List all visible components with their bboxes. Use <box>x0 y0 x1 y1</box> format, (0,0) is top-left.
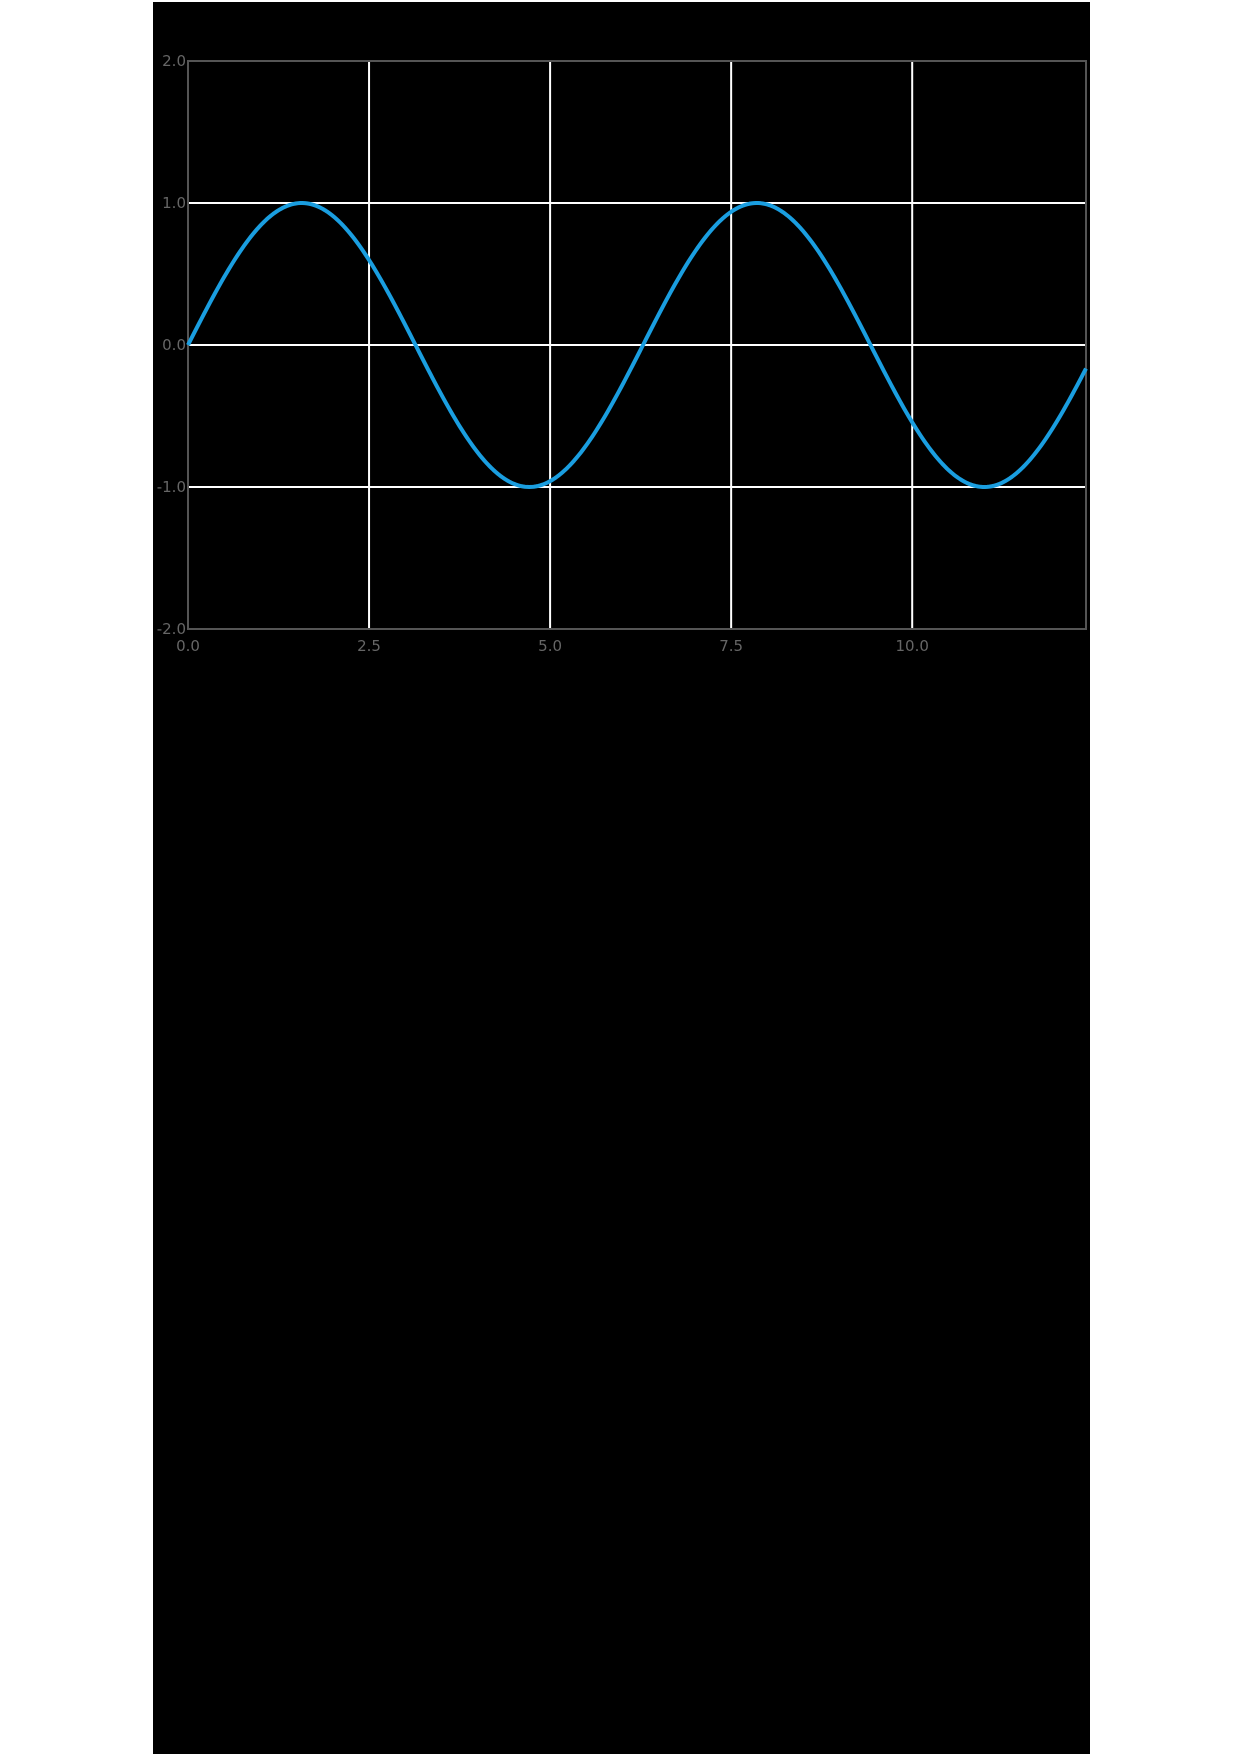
chart-panel: 0.0 2.5 5.0 7.5 10.0 2.0 1.0 0.0 -1.0 -2.0 <box>153 2 1090 1754</box>
x-tick-label: 10.0 <box>895 637 928 655</box>
series-layer <box>186 201 1088 489</box>
y-tick-label: 2.0 <box>162 52 186 70</box>
x-tick-label: 5.0 <box>538 637 562 655</box>
sine-line-chart: 0.0 2.5 5.0 7.5 10.0 2.0 1.0 0.0 -1.0 -2.0 <box>157 52 1088 655</box>
y-axis-tick-labels: 2.0 1.0 0.0 -1.0 -2.0 <box>157 52 186 638</box>
y-tick-label: -2.0 <box>157 620 186 638</box>
x-tick-label: 0.0 <box>176 637 200 655</box>
y-tick-label: 0.0 <box>162 336 186 354</box>
x-tick-label: 7.5 <box>719 637 743 655</box>
sine-series-line <box>186 201 1088 489</box>
y-tick-label: -1.0 <box>157 478 186 496</box>
x-tick-label: 2.5 <box>357 637 381 655</box>
x-axis-tick-labels: 0.0 2.5 5.0 7.5 10.0 <box>176 637 929 655</box>
y-tick-label: 1.0 <box>162 194 186 212</box>
grid-lines <box>188 61 1086 629</box>
